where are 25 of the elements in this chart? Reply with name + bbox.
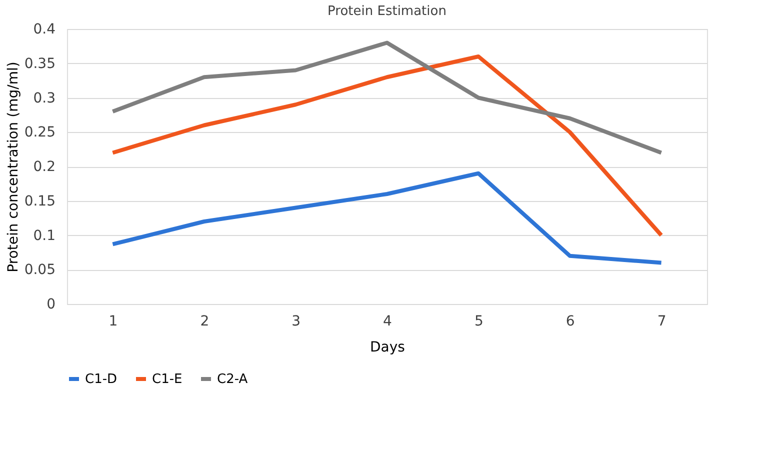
chart-title: Protein Estimation — [328, 4, 446, 19]
y-tick-label: 0.2 — [33, 159, 56, 175]
x-axis-title: Days — [370, 340, 405, 356]
line-series — [110, 54, 664, 238]
x-tick-label: 5 — [474, 314, 484, 330]
line-series — [110, 171, 664, 265]
x-tick-label: 4 — [383, 314, 392, 330]
y-tick-label: 0.05 — [24, 262, 56, 278]
y-axis-title: Protein concentration (mg/ml) — [5, 62, 22, 272]
legend-label: C2-A — [217, 372, 248, 387]
y-tick-label: 0.25 — [24, 124, 56, 141]
y-tick-label: 0.3 — [33, 90, 56, 106]
x-tick-label: 7 — [657, 314, 666, 330]
legend-label: C1-E — [152, 372, 182, 387]
legend-label: C1-D — [85, 372, 118, 387]
y-tick-label: 0 — [46, 296, 56, 312]
y-tick-label: 0.35 — [24, 56, 56, 72]
y-tick-label: 0.4 — [33, 22, 56, 38]
line-series — [110, 40, 664, 155]
x-tick-label: 2 — [200, 314, 210, 330]
x-tick-label: 3 — [292, 314, 301, 330]
x-tick-label: 1 — [108, 314, 118, 330]
y-tick-label: 0.15 — [24, 193, 56, 210]
x-tick-label: 6 — [566, 314, 575, 330]
y-tick-label: 0.1 — [33, 228, 56, 244]
